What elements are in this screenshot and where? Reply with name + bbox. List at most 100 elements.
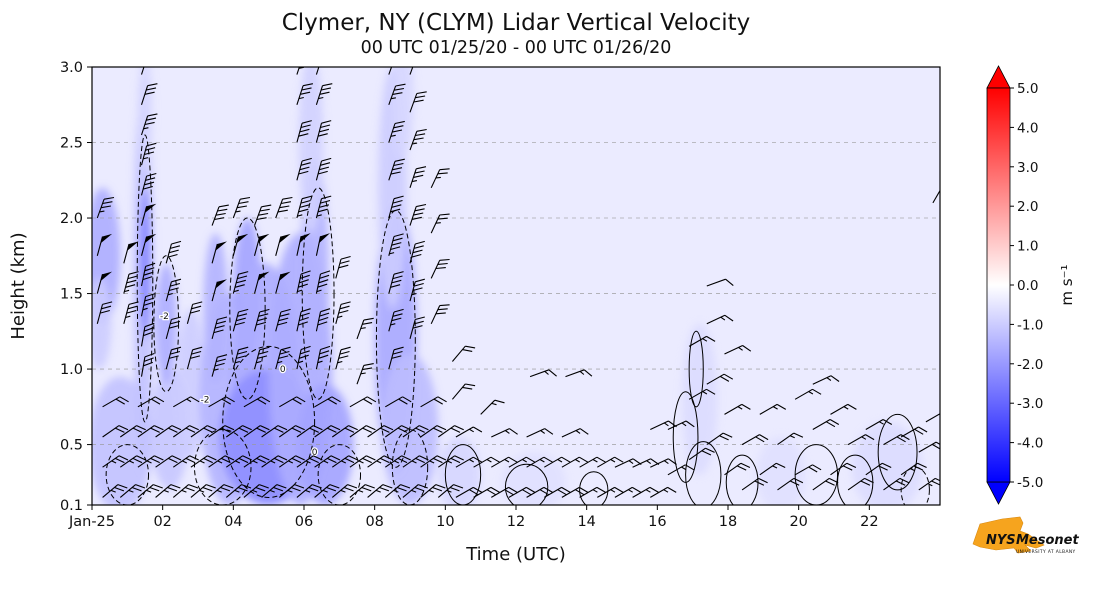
x-tick-label: 08: [365, 514, 383, 530]
wind-barb: [706, 432, 733, 446]
wind-barb: [437, 455, 464, 468]
wind-barb: [409, 203, 427, 226]
wind-barb: [455, 456, 483, 468]
wind-barb: [315, 308, 331, 332]
wind-barb: [232, 236, 240, 256]
velocity-cell: [298, 67, 324, 234]
wind-barb: [724, 345, 752, 355]
velocity-shading-layer: [92, 67, 940, 505]
contour-line: [153, 255, 180, 393]
wind-barb: [847, 477, 874, 491]
wind-barb: [314, 396, 341, 408]
wind-barb: [794, 464, 822, 476]
x-tick-label: 22: [860, 514, 878, 530]
wind-barb: [724, 462, 751, 476]
wind-barb: [388, 308, 404, 332]
contour-line: [900, 466, 930, 505]
wind-barb: [296, 236, 302, 256]
wind-barb: [430, 304, 450, 325]
colorbar: 5.0 4.0 3.0 2.0 1.0 0.0 -1.0 -2.0 -3.0 -4.0 -5.0: [986, 65, 1043, 505]
wind-barb: [243, 396, 271, 408]
wind-barb: [232, 196, 251, 219]
wind-barb: [561, 456, 589, 468]
wind-barb: [794, 388, 822, 400]
wind-barb: [315, 195, 332, 219]
wind-barb: [925, 413, 940, 423]
x-tick-label: 18: [719, 514, 737, 530]
velocity-cell: [682, 323, 718, 475]
contour-line: [579, 471, 609, 505]
wind-barb-pennant: [144, 203, 157, 213]
wind-barb: [315, 270, 331, 294]
velocity-cell: [438, 437, 481, 505]
wind-barb: [96, 274, 104, 294]
wind-barb: [211, 316, 228, 340]
x-tick-label: Jan-25: [68, 514, 115, 530]
wind-barb: [437, 484, 464, 498]
wind-barb: [688, 335, 716, 347]
wind-barb: [296, 195, 312, 219]
contour-line: [193, 428, 252, 505]
wind-barb: [190, 484, 216, 498]
wind-barb: [211, 281, 218, 302]
logo-subtext: UNIVERSITY AT ALBANY: [1016, 549, 1076, 555]
wind-barb: [165, 346, 182, 370]
wind-barb: [388, 120, 405, 143]
wind-barb-pennant: [257, 271, 270, 281]
axes-layer: Jan-25 02 04 06 08 10 12 14 16 18 20 22 0.1 0.5 1.0 1.5…: [60, 60, 941, 530]
wind-barb-pennant: [127, 241, 139, 251]
colorbar-gradient: [986, 87, 1011, 483]
y-tick-label: 1.5: [60, 287, 83, 303]
wind-barb: [155, 484, 181, 498]
wind-barb: [186, 301, 203, 324]
colorbar-tick-label: -2.0: [1017, 357, 1043, 373]
wind-barb: [208, 396, 235, 408]
wind-barb-pennant: [100, 233, 113, 244]
wind-barb: [96, 196, 115, 219]
contour-label: -2: [160, 312, 169, 322]
wind-barb: [253, 236, 261, 256]
wind-barb: [724, 403, 751, 415]
wind-barb: [275, 346, 291, 370]
wind-barb: [331, 425, 358, 438]
wind-barb: [388, 233, 404, 256]
x-tick-label: 12: [507, 514, 525, 530]
wind-barb: [367, 455, 394, 468]
wind-barb: [759, 462, 786, 476]
wind-barb: [561, 486, 589, 498]
wind-barb: [315, 157, 332, 181]
wind-barb: [830, 462, 857, 476]
colorbar-tick-label: -5.0: [1017, 475, 1043, 491]
wind-barb: [243, 425, 270, 438]
wind-barb: [480, 399, 505, 415]
y-tick-label: 2.0: [60, 211, 83, 227]
wind-barb: [140, 293, 156, 317]
colorbar-tick-label: 4.0: [1017, 120, 1038, 136]
wind-barb: [388, 271, 404, 294]
wind-barb: [455, 426, 483, 438]
wind-barb: [409, 240, 425, 264]
wind-barb: [137, 425, 164, 438]
wind-barb: [119, 455, 146, 468]
wind-barb: [473, 456, 500, 468]
wind-barb: [932, 189, 940, 204]
velocity-cell: [176, 308, 206, 460]
contour-lines-layer: -2 0 0 -2: [105, 134, 930, 505]
y-tick-label: 1.0: [60, 362, 83, 378]
wind-barb: [812, 477, 839, 491]
contour-line: [136, 134, 154, 423]
wind-barb: [561, 428, 589, 438]
wind-barb: [315, 236, 322, 256]
wind-barb: [491, 486, 518, 498]
wind-barb: [667, 464, 695, 476]
y-axis-label: Height (km): [8, 232, 29, 339]
velocity-cell: [139, 187, 151, 339]
velocity-cell: [851, 421, 923, 505]
wind-barb: [650, 458, 677, 468]
wind-barb: [473, 486, 500, 498]
wind-barb: [420, 484, 446, 498]
wind-barb: [225, 455, 252, 468]
wind-barb: [140, 83, 158, 105]
wind-barb: [314, 455, 341, 468]
wind-barb: [508, 456, 536, 468]
